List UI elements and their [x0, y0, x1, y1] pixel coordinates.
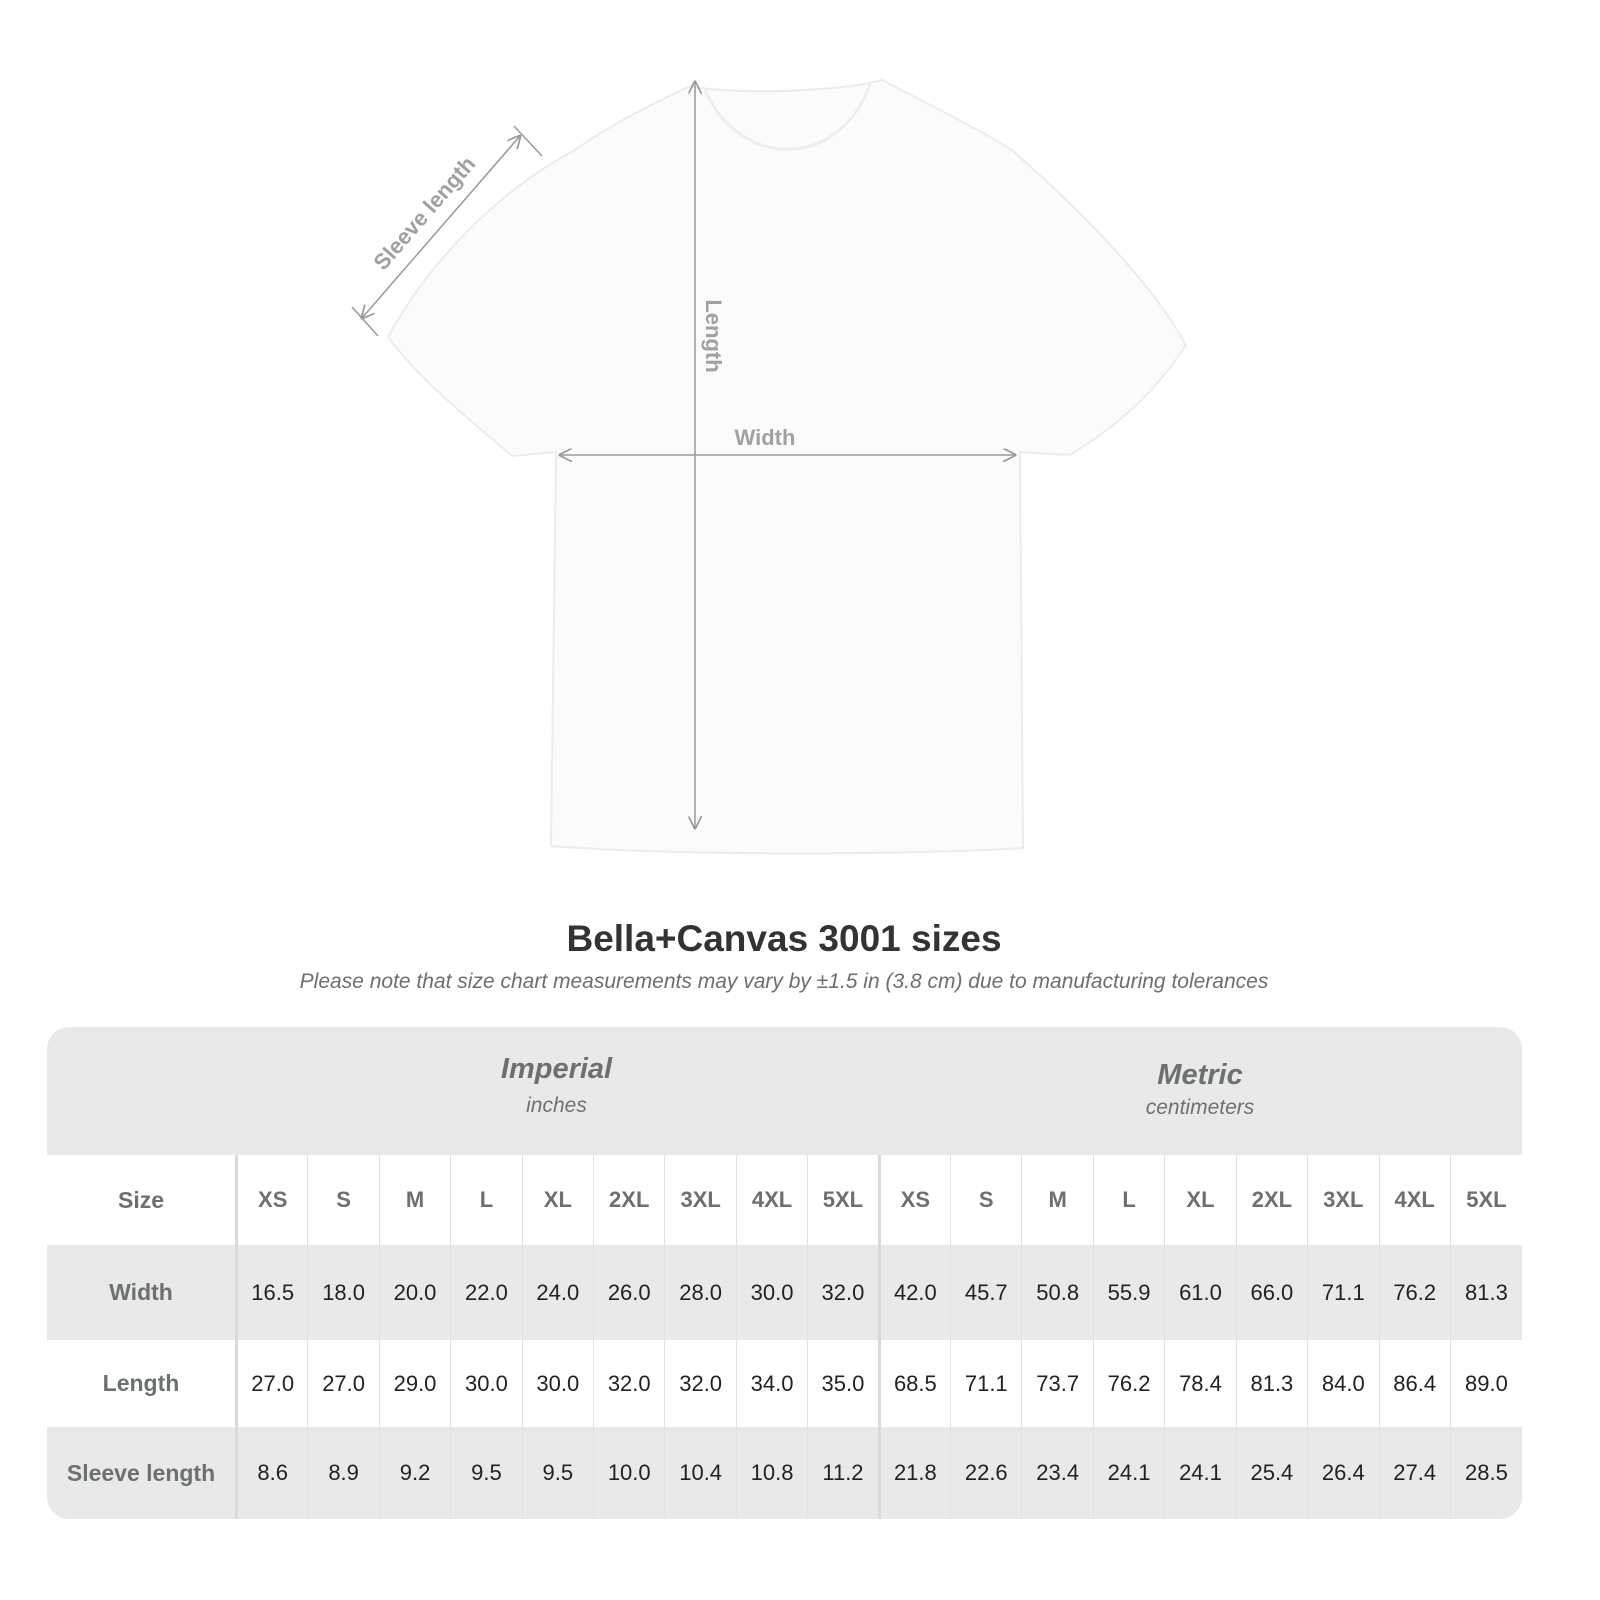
cell-imperial: 9.5	[450, 1427, 523, 1519]
cell-imperial: 32.0	[593, 1340, 665, 1427]
size-header-imperial: S	[307, 1155, 380, 1245]
width-label: Width	[735, 425, 796, 450]
cell-metric: 86.4	[1378, 1340, 1451, 1427]
cell-imperial: 9.2	[378, 1427, 451, 1519]
cell-metric: 45.7	[950, 1245, 1022, 1340]
size-header-imperial: L	[450, 1155, 523, 1245]
table-row: Width 16.5 18.0 20.0 22.0 24.0 26.0 28.0 30.0 32.…	[47, 1245, 1522, 1340]
imperial-unit: inches	[526, 1094, 587, 1117]
cell-metric: 76.2	[1378, 1245, 1451, 1340]
size-header-metric: 5XL	[1449, 1155, 1522, 1245]
cell-imperial: 11.2	[807, 1427, 880, 1519]
cell-metric: 26.4	[1307, 1427, 1379, 1519]
cell-imperial: 16.5	[235, 1245, 308, 1340]
cell-metric: 78.4	[1164, 1340, 1237, 1427]
row-label: Length	[47, 1340, 238, 1427]
imperial-header: Imperial inches	[235, 1027, 878, 1181]
cell-imperial: 18.0	[307, 1245, 380, 1340]
cell-metric: 81.3	[1235, 1340, 1308, 1427]
size-table: Imperial inches Metric centimeters Size X…	[47, 1027, 1522, 1519]
cell-imperial: 9.5	[521, 1427, 594, 1519]
cell-imperial: 27.0	[307, 1340, 380, 1427]
size-label: Size	[47, 1155, 238, 1245]
size-header-metric: L	[1092, 1155, 1165, 1245]
size-header-row: Size XS S M L XL 2XL 3XL 4XL 5XL XS S M L XL 2XL 3XL 4XL 5…	[47, 1155, 1522, 1245]
cell-imperial: 30.0	[735, 1245, 808, 1340]
size-header-metric: S	[950, 1155, 1022, 1245]
cell-metric: 81.3	[1449, 1245, 1522, 1340]
cell-metric: 71.1	[1307, 1245, 1379, 1340]
cell-imperial: 8.9	[307, 1427, 380, 1519]
table-row: Length 27.0 27.0 29.0 30.0 30.0 32.0 32.0 34.0 35…	[47, 1340, 1522, 1427]
size-header-imperial: XL	[521, 1155, 594, 1245]
cell-metric: 68.5	[877, 1340, 951, 1427]
size-header-metric: 4XL	[1378, 1155, 1451, 1245]
page-title: Bella+Canvas 3001 sizes	[566, 918, 1002, 959]
cell-imperial: 30.0	[521, 1340, 594, 1427]
size-header-metric: XS	[877, 1155, 951, 1245]
cell-imperial: 29.0	[378, 1340, 451, 1427]
size-header-imperial: XS	[235, 1155, 308, 1245]
measurements-table: Size XS S M L XL 2XL 3XL 4XL 5XL XS S M L XL 2XL 3XL 4XL 5…	[47, 1155, 1522, 1519]
cell-metric: 76.2	[1092, 1340, 1165, 1427]
size-header-imperial: 5XL	[807, 1155, 880, 1245]
cell-imperial: 26.0	[593, 1245, 665, 1340]
sleeve-arrow	[362, 136, 520, 318]
metric-header: Metric centimeters	[878, 1027, 1522, 1187]
tolerance-note: Please note that size chart measurements…	[299, 970, 1269, 993]
size-header-metric: M	[1021, 1155, 1094, 1245]
cell-metric: 28.5	[1449, 1427, 1522, 1519]
cell-metric: 71.1	[950, 1340, 1022, 1427]
size-header-imperial: 4XL	[735, 1155, 808, 1245]
size-header-imperial: 3XL	[664, 1155, 737, 1245]
size-header-metric: 3XL	[1307, 1155, 1379, 1245]
cell-imperial: 35.0	[807, 1340, 880, 1427]
cell-metric: 23.4	[1021, 1427, 1094, 1519]
cell-imperial: 22.0	[450, 1245, 523, 1340]
cell-imperial: 32.0	[664, 1340, 737, 1427]
cell-imperial: 32.0	[807, 1245, 880, 1340]
size-header-imperial: 2XL	[593, 1155, 665, 1245]
cell-imperial: 10.0	[593, 1427, 665, 1519]
cell-metric: 55.9	[1092, 1245, 1165, 1340]
cell-imperial: 10.8	[735, 1427, 808, 1519]
cell-metric: 27.4	[1378, 1427, 1451, 1519]
cell-metric: 22.6	[950, 1427, 1022, 1519]
cell-metric: 50.8	[1021, 1245, 1094, 1340]
cell-imperial: 24.0	[521, 1245, 594, 1340]
size-header-metric: 2XL	[1235, 1155, 1308, 1245]
cell-imperial: 27.0	[235, 1340, 308, 1427]
cell-metric: 73.7	[1021, 1340, 1094, 1427]
metric-unit: centimeters	[1145, 1096, 1255, 1119]
cell-metric: 21.8	[877, 1427, 951, 1519]
tshirt-diagram: Sleeve length Length Width	[351, 78, 1188, 855]
cell-imperial: 34.0	[735, 1340, 808, 1427]
imperial-title: Imperial	[500, 1053, 613, 1085]
collar	[703, 83, 872, 151]
cell-imperial: 28.0	[664, 1245, 737, 1340]
cell-metric: 42.0	[877, 1245, 951, 1340]
cell-metric: 24.1	[1092, 1427, 1165, 1519]
table-row: Sleeve length 8.6 8.9 9.2 9.5 9.5 10.0 10.4 10.8…	[47, 1427, 1522, 1519]
row-label: Sleeve length	[47, 1427, 238, 1519]
metric-title: Metric	[1157, 1059, 1243, 1091]
cell-metric: 25.4	[1235, 1427, 1308, 1519]
cell-imperial: 10.4	[664, 1427, 737, 1519]
tshirt-shape	[386, 78, 1188, 855]
cell-metric: 89.0	[1449, 1340, 1522, 1427]
size-header-metric: XL	[1164, 1155, 1237, 1245]
cell-imperial: 8.6	[235, 1427, 308, 1519]
cell-metric: 24.1	[1164, 1427, 1237, 1519]
row-label: Width	[47, 1245, 238, 1340]
cell-metric: 66.0	[1235, 1245, 1308, 1340]
cell-imperial: 30.0	[450, 1340, 523, 1427]
cell-imperial: 20.0	[378, 1245, 451, 1340]
cell-metric: 61.0	[1164, 1245, 1237, 1340]
cell-metric: 84.0	[1307, 1340, 1379, 1427]
size-header-imperial: M	[378, 1155, 451, 1245]
length-label: Length	[701, 299, 726, 372]
